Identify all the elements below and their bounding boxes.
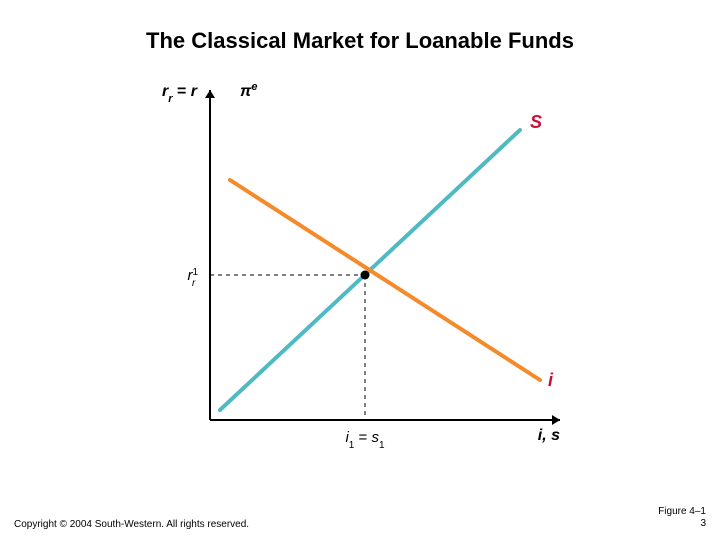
svg-text:i1 = s1: i1 = s1 bbox=[345, 429, 385, 451]
svg-text:r1r: r1r bbox=[187, 267, 198, 289]
figure-number: Figure 4–1 bbox=[658, 506, 706, 518]
svg-text:i: i bbox=[548, 370, 554, 390]
svg-text:S: S bbox=[530, 112, 542, 132]
svg-text:i, s: i, s bbox=[538, 427, 560, 444]
copyright-text: Copyright © 2004 South-Western. All righ… bbox=[14, 519, 249, 530]
page-number: 3 bbox=[658, 518, 706, 530]
svg-text:πe: πe bbox=[240, 81, 258, 100]
loanable-funds-diagram: Si i, s rr = r πe r1r i1 = s1 bbox=[140, 70, 580, 485]
slide: The Classical Market for Loanable Funds … bbox=[0, 0, 720, 540]
slide-title: The Classical Market for Loanable Funds bbox=[0, 28, 720, 54]
svg-text:rr = r: rr = r bbox=[162, 83, 198, 105]
figure-label: Figure 4–1 3 bbox=[658, 506, 706, 530]
